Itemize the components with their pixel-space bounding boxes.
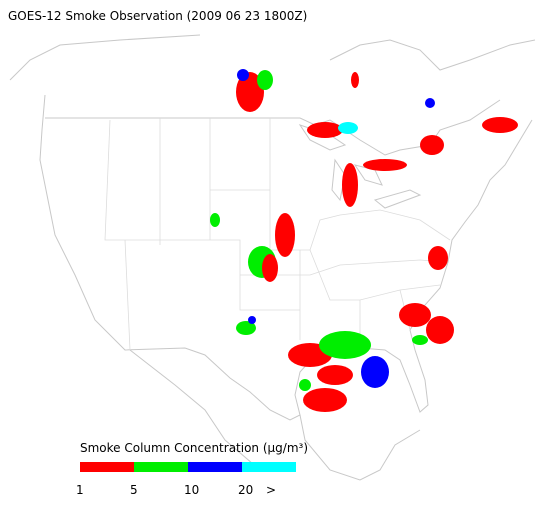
legend-label: > bbox=[266, 483, 276, 497]
smoke-area bbox=[236, 72, 264, 112]
smoke-area bbox=[338, 122, 358, 134]
smoke-area bbox=[307, 122, 343, 138]
canada-coast bbox=[9, 34, 536, 81]
smoke-area bbox=[428, 246, 448, 270]
legend-label: 20 bbox=[238, 483, 253, 497]
smoke-area bbox=[361, 356, 389, 388]
smoke-area bbox=[236, 321, 256, 335]
legend: Smoke Column Concentration (μg/m³) 1 5 10 2… bbox=[76, 441, 308, 497]
smoke-area bbox=[351, 72, 359, 88]
smoke-area bbox=[399, 303, 431, 327]
legend-swatch bbox=[134, 462, 188, 472]
smoke-area bbox=[210, 213, 220, 227]
legend-label: 10 bbox=[184, 483, 199, 497]
legend-title: Smoke Column Concentration (μg/m³) bbox=[80, 441, 308, 455]
smoke-area bbox=[299, 379, 311, 391]
legend-swatch bbox=[80, 462, 134, 472]
smoke-area bbox=[237, 69, 249, 81]
smoke-area bbox=[426, 316, 454, 344]
smoke-area bbox=[363, 159, 407, 171]
basemap bbox=[9, 34, 536, 481]
smoke-area bbox=[262, 254, 278, 282]
smoke-area bbox=[257, 70, 273, 90]
legend-swatch bbox=[242, 462, 296, 472]
smoke-area bbox=[412, 335, 428, 345]
legend-label: 5 bbox=[130, 483, 138, 497]
smoke-area bbox=[319, 331, 371, 359]
smoke-area bbox=[425, 98, 435, 108]
smoke-area bbox=[317, 365, 353, 385]
mexico-coast bbox=[129, 349, 421, 481]
smoke-area bbox=[342, 163, 358, 207]
smoke-area bbox=[303, 388, 347, 412]
canada-border bbox=[45, 99, 501, 156]
smoke-area bbox=[248, 316, 256, 324]
smoke-area bbox=[482, 117, 518, 133]
legend-label: 1 bbox=[76, 483, 84, 497]
great-lakes bbox=[298, 124, 422, 209]
smoke-area bbox=[275, 213, 295, 257]
smoke-area bbox=[420, 135, 444, 155]
map-title: GOES-12 Smoke Observation (2009 06 23 18… bbox=[8, 9, 307, 23]
legend-swatch bbox=[188, 462, 242, 472]
smoke-plumes bbox=[210, 69, 518, 412]
